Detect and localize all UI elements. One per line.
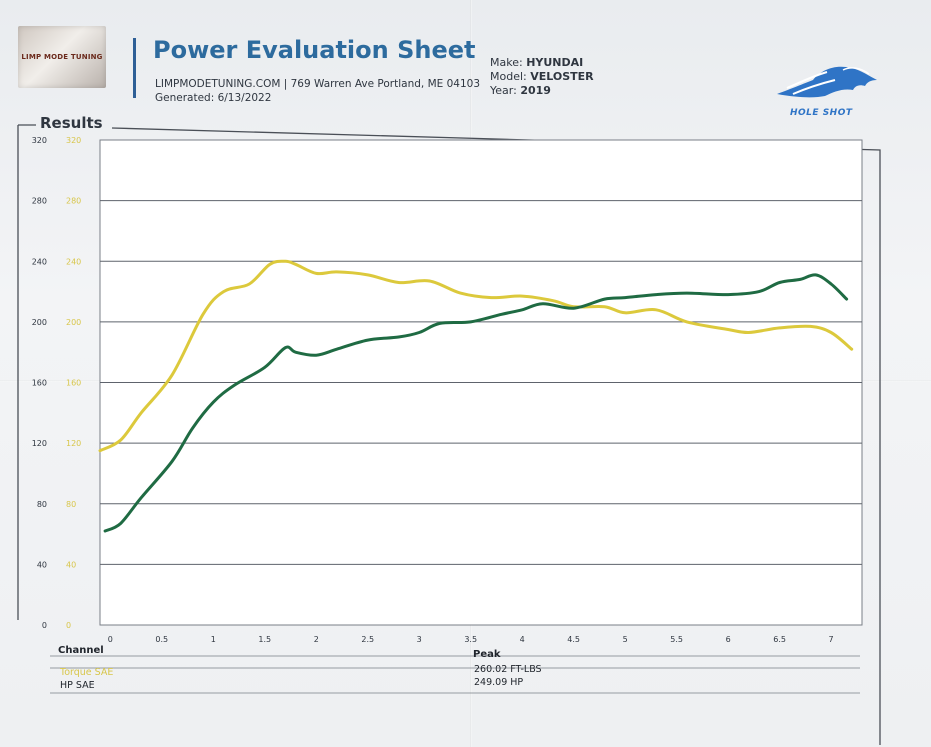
- x-tick-label: 0.5: [155, 635, 168, 644]
- x-tick-label: 5: [623, 635, 628, 644]
- make-value: HYUNDAI: [526, 56, 584, 69]
- company-logo: LIMP MODE TUNING: [18, 26, 106, 88]
- y2-tick-label: 200: [66, 318, 81, 327]
- series-line-hp-sae: [103, 273, 849, 533]
- vehicle-info: Make: HYUNDAI Model: VELOSTER Year: 2019: [490, 56, 594, 98]
- x-tick-label: 3.5: [464, 635, 477, 644]
- brand-name: HOLE SHOT: [790, 108, 853, 118]
- y2-tick-label: 80: [66, 500, 76, 509]
- y2-tick-label: 280: [66, 197, 81, 206]
- vehicle-year: Year: 2019: [490, 84, 594, 98]
- y2-tick-label: 40: [66, 560, 76, 569]
- x-tick-label: 4: [520, 635, 525, 644]
- peak-header: Peak: [473, 649, 501, 660]
- y2-tick-label: 320: [66, 136, 81, 145]
- x-tick-label: 4.5: [567, 635, 580, 644]
- x-tick-label: 2.5: [361, 635, 374, 644]
- channel-torque: Torque SAE: [60, 667, 114, 678]
- peak-torque: 260.02 FT-LBS: [474, 664, 542, 675]
- shop-address: LIMPMODETUNING.COM | 769 Warren Ave Port…: [155, 78, 480, 90]
- x-tick-label: 1: [211, 635, 216, 644]
- year-value: 2019: [520, 84, 551, 97]
- x-tick-label: 6: [726, 635, 731, 644]
- x-tick-label: 2: [314, 635, 319, 644]
- logo-text: LIMP MODE TUNING: [21, 53, 103, 61]
- vehicle-model: Model: VELOSTER: [490, 70, 594, 84]
- model-label: Model:: [490, 70, 527, 83]
- y-tick-label: 160: [32, 379, 47, 388]
- page-title: Power Evaluation Sheet: [153, 36, 476, 64]
- horse-logo-icon: [777, 66, 877, 98]
- x-tick-label: 1.5: [258, 635, 271, 644]
- y2-tick-label: 0: [66, 621, 71, 630]
- y-tick-label: 280: [32, 197, 47, 206]
- channel-header: Channel: [58, 645, 104, 656]
- results-heading: Results: [40, 114, 103, 132]
- y2-tick-label: 160: [66, 379, 81, 388]
- x-tick-label: 5.5: [670, 635, 683, 644]
- model-value: VELOSTER: [530, 70, 594, 83]
- y-tick-label: 80: [37, 500, 47, 509]
- y-tick-label: 120: [32, 439, 47, 448]
- x-tick-label: 7: [829, 635, 834, 644]
- x-tick-label: 3: [417, 635, 422, 644]
- year-label: Year:: [490, 84, 517, 97]
- vehicle-make: Make: HYUNDAI: [490, 56, 594, 70]
- y-tick-label: 0: [42, 621, 47, 630]
- make-label: Make:: [490, 56, 523, 69]
- y-tick-label: 240: [32, 257, 47, 266]
- generated-date: Generated: 6/13/2022: [155, 92, 272, 104]
- channel-hp: HP SAE: [60, 680, 95, 691]
- y-tick-label: 320: [32, 136, 47, 145]
- table-lines: [50, 655, 860, 694]
- header-divider: [133, 38, 136, 98]
- x-tick-label: 6.5: [773, 635, 786, 644]
- y-tick-label: 200: [32, 318, 47, 327]
- y2-tick-label: 240: [66, 257, 81, 266]
- y-tick-label: 40: [37, 560, 47, 569]
- y2-tick-label: 120: [66, 439, 81, 448]
- x-tick-label: 0: [108, 635, 113, 644]
- series-line-torque-sae: [98, 259, 854, 453]
- peak-hp: 249.09 HP: [474, 677, 524, 688]
- results-frame: [17, 124, 881, 745]
